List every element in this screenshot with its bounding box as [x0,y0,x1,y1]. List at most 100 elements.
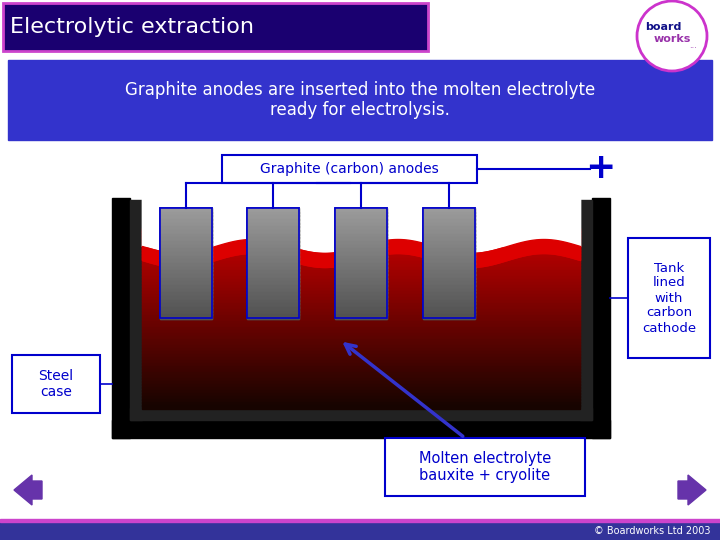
Bar [142,351,580,355]
Bar [160,215,212,220]
Bar [248,230,300,235]
Bar [423,267,474,271]
Bar [142,357,580,361]
Bar [335,285,387,289]
Bar [248,271,300,275]
Bar [335,222,387,227]
Bar [423,222,474,227]
Bar [423,267,474,271]
Bar [142,345,580,349]
Bar [160,252,212,256]
Bar [335,208,387,318]
Bar [142,279,580,283]
Bar [142,285,580,289]
Bar [160,212,212,217]
Bar [142,342,580,346]
Text: © Boardworks Ltd 2003: © Boardworks Ltd 2003 [593,526,710,536]
Bar [248,285,300,289]
Bar [423,222,474,227]
Bar [12,355,100,413]
Bar [423,234,474,238]
Bar [335,314,387,319]
Bar [160,208,212,213]
Bar [335,219,387,224]
Bar [248,238,300,242]
Bar [335,208,387,318]
Bar [142,366,580,370]
Bar [423,208,474,318]
Bar [248,281,300,286]
Bar [160,234,212,238]
Bar [335,271,387,275]
Bar [248,310,300,315]
Bar [423,212,474,217]
Bar [248,219,300,224]
Bar [248,292,300,297]
Bar [142,363,580,367]
Bar [248,263,300,268]
Bar [160,274,212,279]
Bar [248,248,300,253]
Bar [423,289,474,293]
Bar [335,255,387,260]
Bar [335,289,387,293]
Bar [248,278,300,282]
Bar [142,390,580,394]
Bar [335,234,387,238]
Bar [248,255,300,260]
Bar [423,263,474,268]
Bar [423,230,474,235]
Text: works: works [653,34,690,44]
Bar [248,300,300,305]
Bar [335,296,387,301]
Bar [423,292,474,297]
Bar [248,234,300,238]
Bar [160,241,212,246]
Bar [160,245,212,249]
Bar [335,267,387,271]
Bar [160,259,212,264]
Bar [142,375,580,379]
Bar [423,245,474,249]
Bar [160,215,212,220]
FancyArrow shape [14,475,42,505]
FancyArrow shape [678,475,706,505]
Bar [160,248,212,253]
Bar [160,208,212,318]
Bar [248,208,300,318]
Bar [160,252,212,256]
Bar [112,198,130,438]
Bar [248,303,300,308]
Bar [160,292,212,297]
Bar [423,208,474,213]
Bar [248,212,300,217]
Bar [142,336,580,340]
Bar [423,263,474,268]
Bar [112,198,610,438]
Bar [423,314,474,319]
Bar [423,219,474,224]
Bar [160,219,212,224]
Bar [335,230,387,235]
Bar [335,252,387,256]
Bar [160,230,212,235]
Bar [160,259,212,264]
Bar [248,215,300,220]
Bar [142,261,580,265]
Bar [142,228,580,232]
Bar [423,271,474,275]
Bar [335,281,387,286]
Bar [423,303,474,308]
Bar [335,215,387,220]
Bar [142,339,580,343]
Bar [142,321,580,325]
Bar [142,333,580,337]
Bar [423,234,474,238]
Bar [248,255,300,260]
Bar [335,303,387,308]
Text: Electrolytic extraction: Electrolytic extraction [10,17,254,37]
Bar [248,222,300,227]
Bar [423,208,474,318]
Bar [335,307,387,312]
Bar [142,384,580,388]
